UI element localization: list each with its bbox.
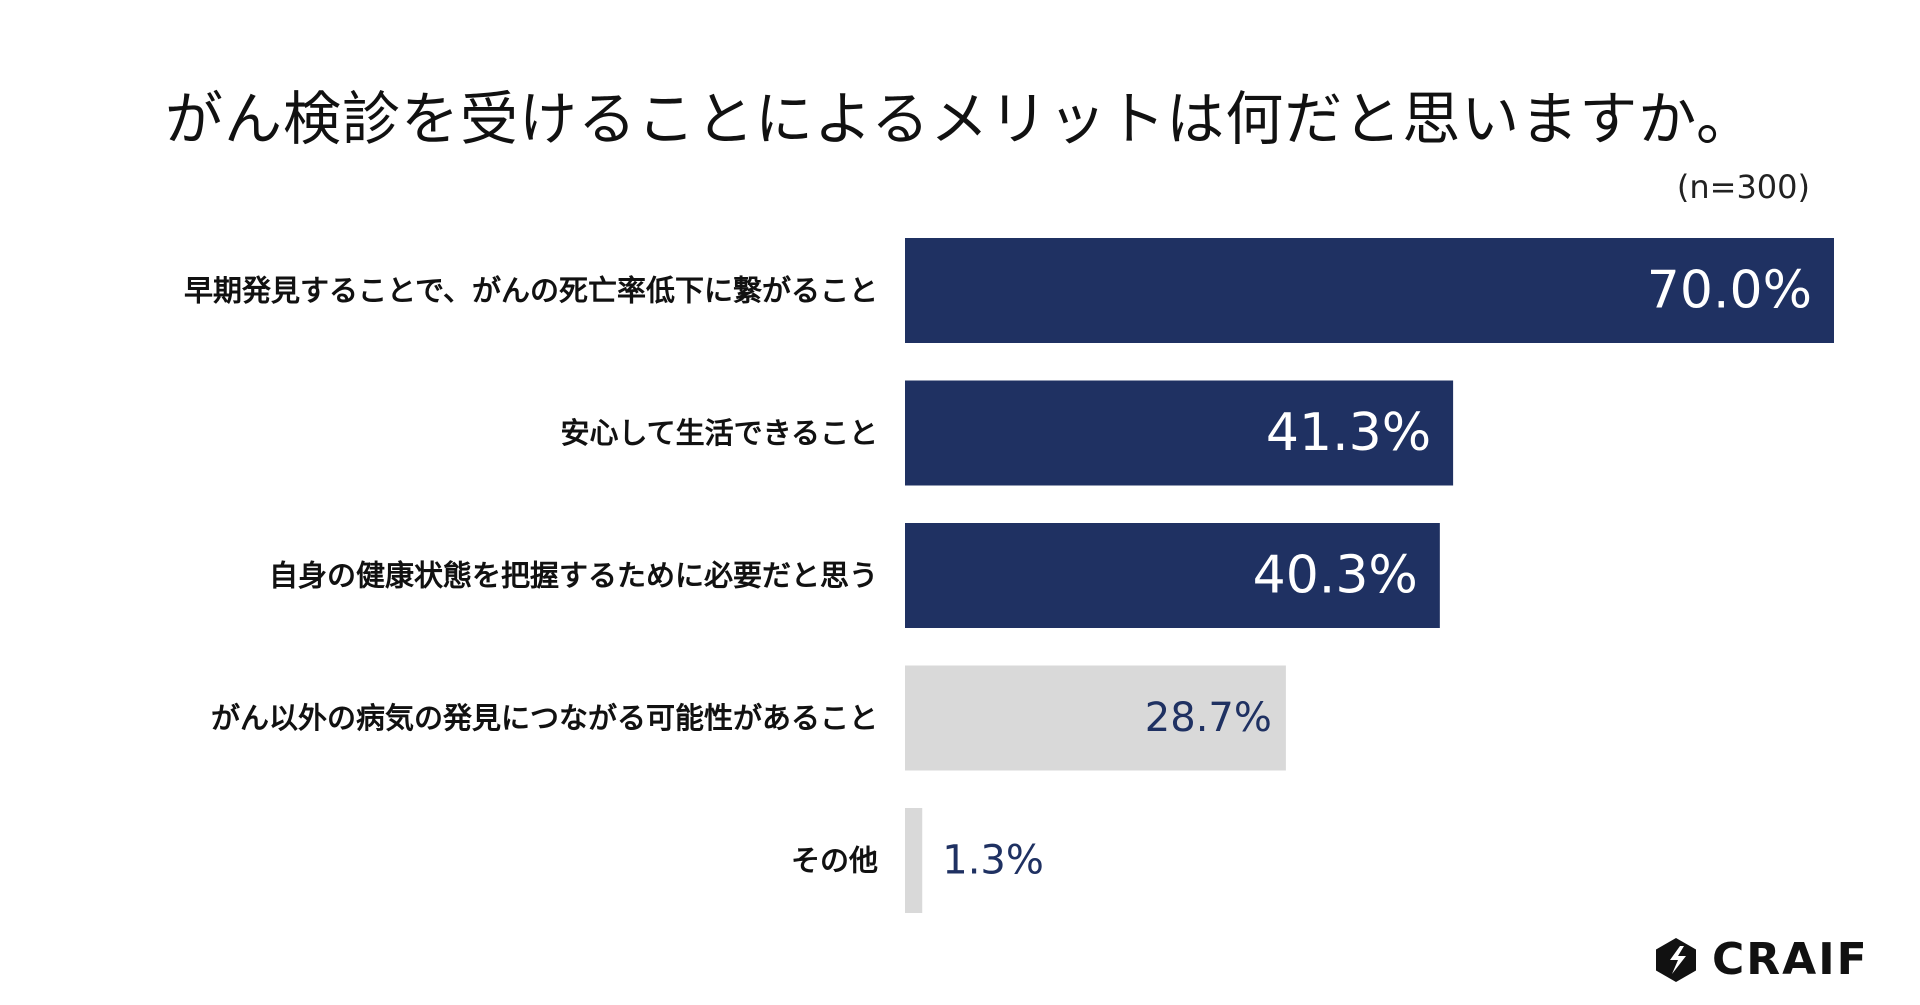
value-label: 40.3% [1253, 546, 1418, 606]
chart-title: がん検診を受けることによるメリットは何だと思いますか。 [164, 85, 1756, 153]
value-label: 41.3% [1266, 403, 1431, 463]
category-label: 早期発見することで、がんの死亡率低下に繋がること [184, 274, 878, 308]
category-label: 自身の健康状態を把握するために必要だと思う [269, 559, 878, 593]
logo-text: CRAIF [1712, 934, 1869, 985]
bar [905, 665, 1286, 771]
category-label: その他 [791, 844, 878, 878]
value-label: 28.7% [1145, 695, 1272, 741]
craif-logo: CRAIF [1652, 934, 1892, 986]
value-label: 70.0% [1647, 261, 1812, 321]
craif-logo-mark-icon [1656, 938, 1696, 982]
bar [905, 808, 923, 913]
bar [905, 523, 1440, 628]
value-label: 1.3% [942, 838, 1044, 884]
sample-size-note: (n=300) [1676, 168, 1810, 206]
bar [905, 238, 1834, 343]
category-label: がん以外の病気の発見につながる可能性があること [211, 701, 878, 735]
bar [905, 380, 1454, 486]
category-label: 安心して生活できること [560, 416, 878, 450]
